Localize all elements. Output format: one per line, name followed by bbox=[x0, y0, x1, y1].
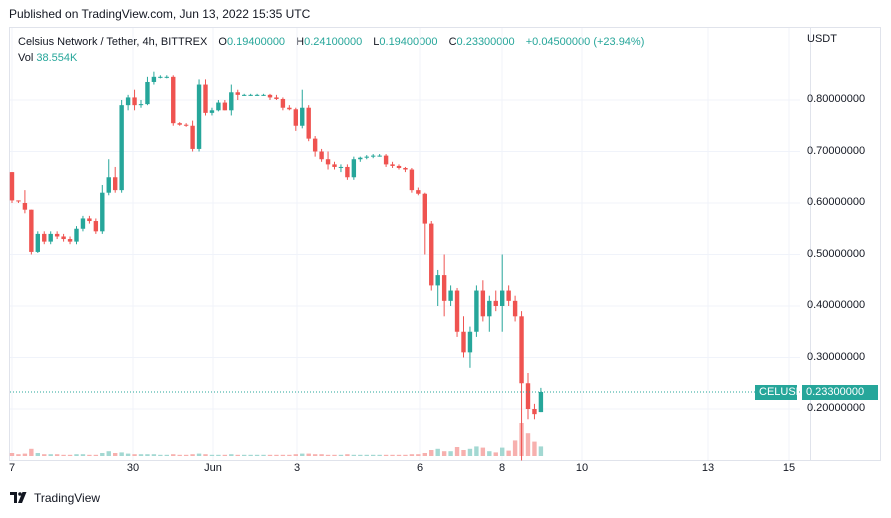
y-tick-label: 0.60000000 bbox=[807, 196, 866, 208]
low-label: L bbox=[373, 36, 380, 48]
low-value: 0.19400000 bbox=[379, 36, 438, 48]
y-tick-label: 0.20000000 bbox=[807, 402, 866, 414]
close-label: C bbox=[448, 36, 457, 48]
symbol-legend: Celsius Network / Tether, 4h, BITTREX O0… bbox=[18, 36, 644, 48]
x-tick-label: 8 bbox=[498, 462, 506, 474]
volume-label: Vol bbox=[18, 52, 34, 64]
price-axis-divider bbox=[810, 28, 811, 460]
x-tick-label: 30 bbox=[126, 462, 140, 474]
tradingview-logo[interactable]: TradingView bbox=[10, 491, 100, 505]
y-tick-label: 0.30000000 bbox=[807, 350, 866, 363]
open-value: 0.19400000 bbox=[226, 36, 286, 48]
high-label: H bbox=[296, 36, 305, 48]
y-tick-label: 0.80000000 bbox=[807, 93, 866, 105]
x-tick-label: Jun bbox=[204, 462, 222, 474]
y-tick-label: 0.50000000 bbox=[807, 247, 866, 260]
price-axis-currency: USDT bbox=[807, 33, 837, 45]
x-tick-label: 13 bbox=[701, 462, 715, 474]
change-value: +0.04500000 (+23.94%) bbox=[525, 36, 645, 48]
logo-text: TradingView bbox=[34, 491, 101, 505]
chart-frame bbox=[9, 27, 881, 461]
tradingview-icon bbox=[10, 492, 27, 503]
current-price-badge: 0.23300000 bbox=[802, 385, 878, 400]
volume-value: 38.554K bbox=[36, 52, 78, 64]
published-caption: Published on TradingView.com, Jun 13, 20… bbox=[9, 7, 311, 21]
symbol-name[interactable]: Celsius Network / Tether, 4h, BITTREX bbox=[18, 36, 208, 48]
x-tick-label: 7 bbox=[8, 462, 16, 474]
current-symbol-badge: CELUSDT bbox=[755, 385, 810, 400]
x-tick-label: 15 bbox=[782, 462, 796, 474]
volume-legend: Vol 38.554K bbox=[18, 52, 77, 64]
high-value: 0.24100000 bbox=[304, 36, 363, 48]
x-tick-label: 6 bbox=[416, 462, 424, 474]
y-tick-label: 0.40000000 bbox=[807, 299, 866, 311]
close-value: 0.23300000 bbox=[456, 36, 515, 48]
x-tick-label: 3 bbox=[293, 462, 301, 474]
open-label: O bbox=[218, 36, 227, 48]
x-tick-label: 10 bbox=[575, 462, 589, 474]
y-tick-label: 0.70000000 bbox=[807, 144, 866, 157]
